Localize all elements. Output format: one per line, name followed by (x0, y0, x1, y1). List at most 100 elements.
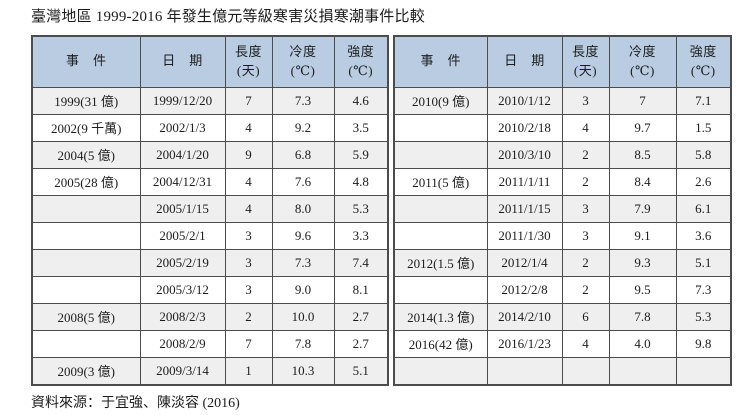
source-note: 資料來源：于宜強、陳淡容 (2016) (31, 395, 240, 411)
table-row: 2004(5 億) 2004/1/20 9 6.8 5.9 (31, 140, 389, 169)
length-cell: 2 (561, 248, 610, 277)
length-cell: 3 (224, 221, 273, 250)
length-cell: 4 (561, 113, 610, 142)
strength-cell: 3.5 (333, 113, 389, 142)
table-header-left: 事 件 日 期 長度 (天) 冷度 (℃) 強度 (℃) (31, 35, 389, 88)
length-cell: 1 (224, 356, 273, 386)
cold-cell: 7 (608, 86, 677, 115)
strength-cell: 2.6 (675, 167, 732, 196)
date-cell: 2004/12/31 (139, 167, 226, 196)
cold-cell: 7.9 (608, 194, 677, 223)
cold-cell: 9.7 (608, 113, 677, 142)
strength-cell: 5.3 (333, 194, 389, 223)
date-cell: 2008/2/9 (139, 329, 226, 358)
table-row: 2005/2/19 3 7.3 7.4 (31, 248, 389, 277)
table-row (393, 356, 732, 386)
table-row: 2011(5 億) 2011/1/11 2 8.4 2.6 (393, 167, 732, 196)
header-row: 事 件 日 期 長度 (天) 冷度 (℃) 強度 (℃) (393, 35, 732, 88)
strength-cell: 7.4 (333, 248, 389, 277)
event-cell (31, 275, 141, 304)
cold-cell: 7.3 (271, 86, 335, 115)
cold-cell: 7.8 (608, 302, 677, 331)
col-header-length: 長度 (天) (224, 35, 273, 88)
length-cell (561, 356, 610, 386)
length-cell: 6 (561, 302, 610, 331)
event-cell (31, 221, 141, 250)
length-cell: 7 (224, 329, 273, 358)
length-cell: 9 (224, 140, 273, 169)
table-row: 2010/3/10 2 8.5 5.8 (393, 140, 732, 169)
date-cell: 2008/2/3 (139, 302, 226, 331)
cold-cell: 4.0 (608, 329, 677, 358)
table-row: 2009(3 億) 2009/3/14 1 10.3 5.1 (31, 356, 389, 386)
length-cell: 3 (224, 248, 273, 277)
table-row: 2011/1/30 3 9.1 3.6 (393, 221, 732, 250)
date-cell: 2011/1/11 (486, 167, 563, 196)
date-cell: 2011/1/30 (486, 221, 563, 250)
table-row: 2011/1/15 3 7.9 6.1 (393, 194, 732, 223)
table-row: 2005/1/15 4 8.0 5.3 (31, 194, 389, 223)
strength-cell: 5.1 (333, 356, 389, 386)
length-cell: 3 (561, 221, 610, 250)
strength-cell: 4.6 (333, 86, 389, 115)
event-cell: 2005(28 億) (31, 167, 141, 196)
event-cell (393, 275, 488, 304)
event-cell (393, 221, 488, 250)
col-header-strength: 強度 (℃) (333, 35, 389, 88)
strength-cell (675, 356, 732, 386)
cold-cell: 7.3 (271, 248, 335, 277)
event-cell: 2010(9 億) (393, 86, 488, 115)
length-cell: 2 (561, 275, 610, 304)
length-cell: 2 (561, 167, 610, 196)
cold-cell: 9.3 (608, 248, 677, 277)
strength-cell: 5.3 (675, 302, 732, 331)
col-header-date: 日 期 (139, 35, 226, 88)
table-row: 2008/2/9 7 7.8 2.7 (31, 329, 389, 358)
cold-cell: 10.3 (271, 356, 335, 386)
length-cell: 4 (224, 194, 273, 223)
cold-cell (608, 356, 677, 386)
event-cell: 2011(5 億) (393, 167, 488, 196)
strength-cell: 2.7 (333, 329, 389, 358)
length-cell: 2 (561, 140, 610, 169)
date-cell: 2016/1/23 (486, 329, 563, 358)
event-cell (31, 194, 141, 223)
cold-cell: 9.1 (608, 221, 677, 250)
table-row: 2005(28 億) 2004/12/31 4 7.6 4.8 (31, 167, 389, 196)
table-row: 2012(1.5 億) 2012/1/4 2 9.3 5.1 (393, 248, 732, 277)
cold-cell: 8.4 (608, 167, 677, 196)
tables-wrapper: 事 件 日 期 長度 (天) 冷度 (℃) 強度 (℃) 1999(31 億) 1… (31, 34, 749, 386)
table-row: 2005/3/12 3 9.0 8.1 (31, 275, 389, 304)
date-cell: 1999/12/20 (139, 86, 226, 115)
strength-cell: 7.1 (675, 86, 732, 115)
col-header-strength: 強度 (℃) (675, 35, 732, 88)
date-cell: 2004/1/20 (139, 140, 226, 169)
strength-cell: 5.9 (333, 140, 389, 169)
table-row: 2014(1.3 億) 2014/2/10 6 7.8 5.3 (393, 302, 732, 331)
event-cell (31, 248, 141, 277)
strength-cell: 7.3 (675, 275, 732, 304)
table-row: 2012/2/8 2 9.5 7.3 (393, 275, 732, 304)
length-cell: 3 (561, 86, 610, 115)
length-cell: 7 (224, 86, 273, 115)
date-cell: 2011/1/15 (486, 194, 563, 223)
event-cell: 2002(9 千萬) (31, 113, 141, 142)
cold-cell: 7.8 (271, 329, 335, 358)
length-cell: 3 (224, 275, 273, 304)
event-cell (393, 113, 488, 142)
date-cell: 2010/2/18 (486, 113, 563, 142)
strength-cell: 1.5 (675, 113, 732, 142)
event-cell: 2009(3 億) (31, 356, 141, 386)
date-cell: 2002/1/3 (139, 113, 226, 142)
event-cell: 2016(42 億) (393, 329, 488, 358)
col-header-cold: 冷度 (℃) (271, 35, 335, 88)
table-row: 2010(9 億) 2010/1/12 3 7 7.1 (393, 86, 732, 115)
event-cell: 1999(31 億) (31, 86, 141, 115)
date-cell: 2010/3/10 (486, 140, 563, 169)
date-cell: 2009/3/14 (139, 356, 226, 386)
event-cell (393, 140, 488, 169)
length-cell: 2 (224, 302, 273, 331)
col-header-length: 長度 (天) (561, 35, 610, 88)
cold-cell: 7.6 (271, 167, 335, 196)
